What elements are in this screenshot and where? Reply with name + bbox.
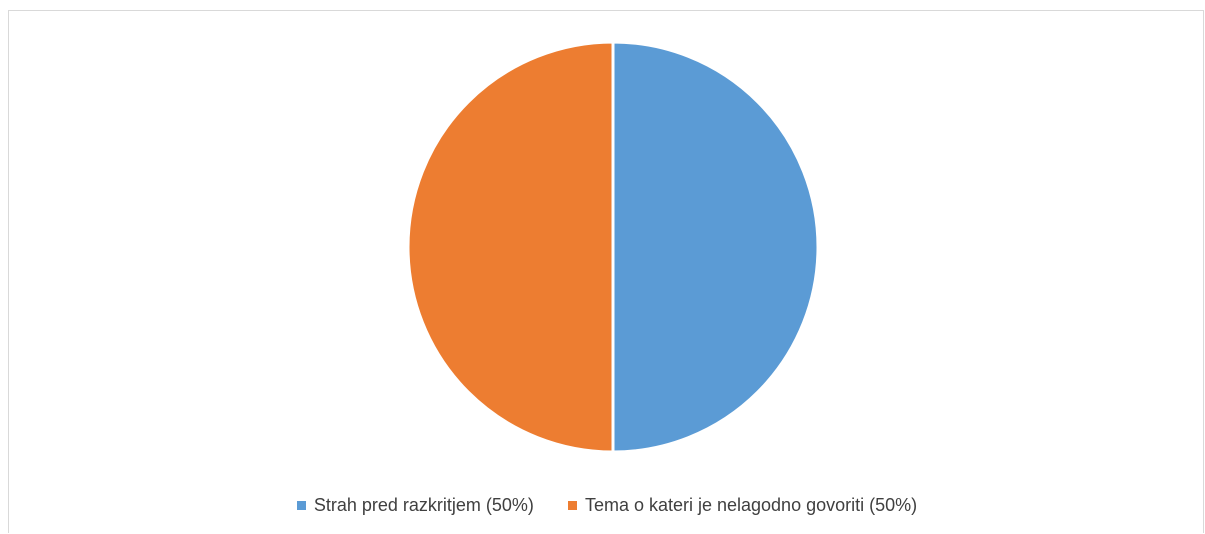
pie-slice-0 bbox=[611, 40, 820, 454]
pie-slice-1 bbox=[406, 40, 615, 454]
legend-item-0: Strah pred razkritjem (50%) bbox=[296, 494, 534, 516]
legend-label-0: Strah pred razkritjem (50%) bbox=[313, 494, 534, 515]
pie-chart bbox=[406, 40, 820, 454]
legend-item-1: Tema o kateri je nelagodno govoriti (50%… bbox=[567, 494, 918, 516]
legend: Strah pred razkritjem (50%) Tema o kater… bbox=[9, 493, 1205, 517]
legend-label-1: Tema o kateri je nelagodno govoriti (50%… bbox=[584, 494, 918, 515]
legend-swatch-0 bbox=[296, 500, 306, 510]
legend-swatch-1 bbox=[567, 500, 577, 510]
chart-area: Strah pred razkritjem (50%) Tema o kater… bbox=[8, 10, 1204, 533]
